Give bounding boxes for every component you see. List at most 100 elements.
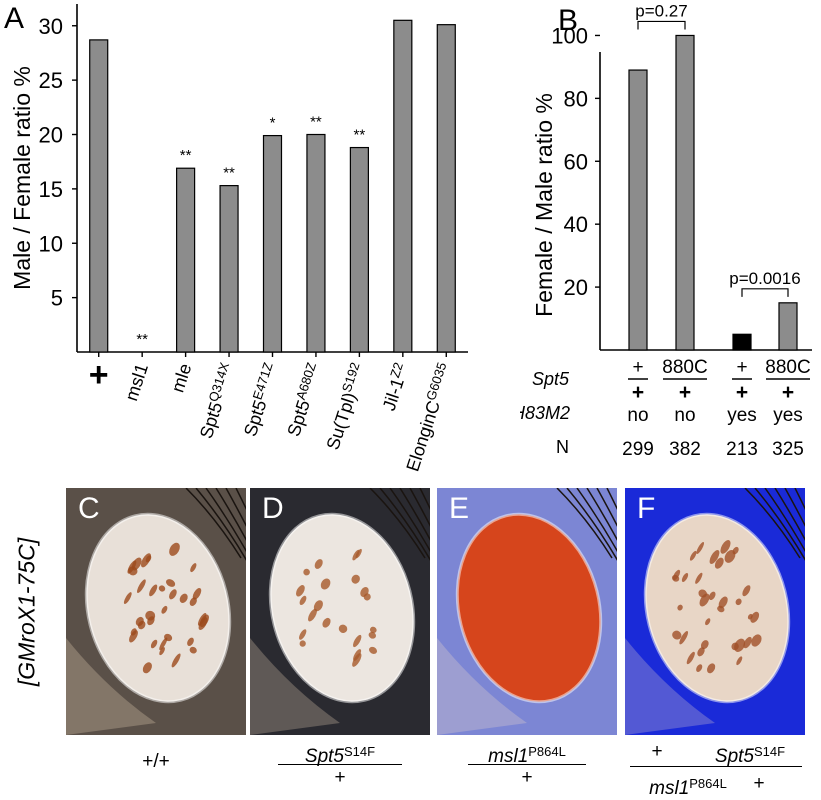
pigment-spot-1-13 — [368, 631, 376, 639]
bar-a-3 — [219, 185, 239, 353]
bristle-2-4 — [596, 488, 617, 527]
photo-letter-e: E — [449, 492, 470, 525]
h83m2-0: no — [627, 405, 648, 426]
genotype-c: +/+ — [142, 751, 170, 772]
pigment-spot-1-6 — [314, 559, 323, 569]
tick-label-b-3: 80 — [564, 86, 588, 111]
bristle-1-0 — [369, 488, 426, 559]
photo-head-shade-2 — [437, 638, 527, 735]
ylabel-b: Female / Male ratio % — [531, 93, 557, 317]
genotype-f-top-left: + — [651, 741, 663, 762]
genotype-f-bottom-left: msl1P864L — [649, 776, 727, 799]
pigment-spot-0-17 — [179, 593, 188, 603]
comparison-bracket-1 — [741, 288, 789, 297]
photo-letter-f: F — [637, 492, 656, 525]
pigment-spot-1-10 — [303, 568, 310, 576]
pigment-spot-0-28 — [147, 616, 155, 626]
tick-label-a-2: 15 — [39, 177, 63, 202]
pigment-spot-3-8 — [695, 572, 703, 584]
pigment-spot-3-18 — [696, 542, 705, 554]
photo-c: C — [66, 488, 246, 735]
chart-a: 5 10 15 20 25 30 Male / Female ratio % + ** msl1 *… — [9, 4, 468, 474]
panel-label-b: B — [558, 4, 579, 37]
bar-b-0 — [628, 69, 648, 351]
chart-b: 20 40 60 80 100 Female / Male ratio % p=0.27 p=… — [520, 1, 812, 460]
sig-a-5: ** — [310, 114, 322, 131]
pigment-spot-0-32 — [161, 605, 168, 614]
bristle-3-5 — [794, 488, 805, 511]
bristle-1-1 — [379, 488, 430, 561]
cat-label-a-7: Jil-1Z2 — [377, 360, 413, 413]
bristle-0-2 — [205, 488, 246, 553]
bristle-3-4 — [784, 488, 805, 527]
pigment-spot-3-26 — [747, 613, 753, 620]
bristle-3-0 — [744, 488, 801, 559]
pigment-spot-0-31 — [159, 637, 168, 651]
genotype-d-top: Spt5S14F — [304, 744, 376, 767]
pigment-spot-1-0 — [369, 646, 377, 654]
bar-a-4 — [262, 134, 283, 353]
pigment-spot-1-5 — [369, 626, 377, 634]
pigment-spot-0-20 — [166, 579, 176, 587]
cat-label-a-6: Su(Tpl)S192 — [321, 360, 370, 452]
genotype-f-rule — [630, 766, 802, 767]
bristle-0-3 — [215, 488, 246, 541]
pigment-spot-3-22 — [708, 591, 716, 601]
bristle-3-3 — [774, 488, 805, 541]
spt5-top-0: + — [632, 357, 643, 378]
cat-label-a-5: Spt5A680Z — [282, 360, 326, 439]
pigment-spot-3-13 — [689, 550, 697, 561]
bar-a-5 — [306, 133, 326, 353]
pigment-spot-3-11 — [679, 631, 689, 645]
eye-rim-1 — [268, 512, 416, 704]
genotype-f-top-right: Spt5S14F — [714, 744, 786, 767]
genotype-d-bottom: + — [334, 767, 346, 788]
genotype-e-rule — [468, 764, 586, 765]
row-label-n: N — [556, 437, 569, 457]
tick-label-b-0: 20 — [564, 275, 588, 300]
cat-label-a-3: Spt5Q314X — [194, 360, 239, 441]
tick-label-a-0: 5 — [51, 286, 63, 311]
n-2: 213 — [726, 439, 758, 460]
pigment-spot-0-2 — [137, 579, 146, 593]
pigment-spot-3-19 — [732, 546, 739, 555]
photo-head-shade-0 — [66, 638, 156, 735]
comparison-bracket-0 — [637, 20, 686, 30]
sig-a-2: ** — [180, 147, 192, 164]
pigment-spot-3-30 — [699, 593, 710, 607]
bar-a-6 — [349, 146, 369, 353]
cat-label-a-1: msl1 — [121, 361, 152, 403]
bristle-1-3 — [399, 488, 430, 541]
pigment-spot-0-23 — [199, 614, 209, 628]
bristle-2-1 — [566, 488, 617, 561]
pigment-spot-1-11 — [322, 617, 331, 628]
bristle-0-0 — [185, 488, 242, 559]
pigment-spot-1-1 — [338, 624, 348, 633]
bar-a-7 — [393, 19, 413, 353]
bristle-2-3 — [586, 488, 617, 541]
compound-eye-2 — [457, 514, 601, 702]
pigment-spot-0-25 — [159, 647, 165, 656]
sig-a-1: ** — [136, 331, 148, 348]
pigment-spot-3-0 — [681, 573, 689, 582]
n-3: 325 — [772, 439, 804, 460]
photo-head-shade-1 — [250, 638, 340, 735]
pigment-spot-1-9 — [352, 653, 362, 667]
spt5-bottom-0: + — [632, 381, 644, 404]
pigment-spot-0-11 — [130, 628, 137, 636]
bristle-0-1 — [195, 488, 246, 561]
pigment-spot-0-15 — [150, 639, 158, 649]
pigment-spot-1-19 — [320, 578, 331, 590]
photo-head-shade-3 — [625, 638, 715, 735]
pigment-spot-1-7 — [299, 640, 306, 647]
comparison-label-1: p=0.0016 — [729, 269, 800, 288]
pigment-spot-1-12 — [308, 608, 317, 622]
spt5-bottom-2: + — [736, 381, 748, 404]
compound-eye-1 — [270, 514, 414, 702]
pigment-spot-3-33 — [672, 569, 681, 581]
pigment-spot-3-20 — [731, 642, 739, 651]
pigment-spot-3-2 — [697, 647, 705, 657]
tick-label-a-5: 30 — [39, 14, 63, 39]
bar-b-2 — [732, 333, 752, 351]
pigment-spot-3-17 — [677, 604, 683, 611]
